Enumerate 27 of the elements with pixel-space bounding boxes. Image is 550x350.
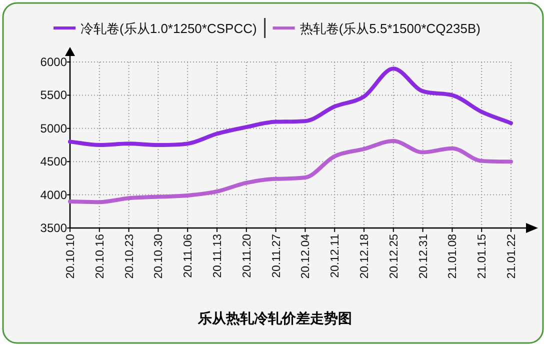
x-tick-label: 21.01.08 [447, 234, 460, 279]
text: 乐从热轧冷轧价差走势图 [197, 310, 352, 326]
x-tick-label: 20.11.27 [270, 234, 283, 278]
x-tick-label: 20.12.04 [300, 233, 312, 279]
x-tick-label: 21.01.15 [476, 234, 489, 279]
y-tick-label: 3500 [40, 221, 68, 235]
x-tick-label: 20.12.11 [330, 234, 342, 278]
x-tick-label: 20.11.06 [182, 234, 195, 278]
x-tick-label: 20.12.18 [359, 234, 371, 279]
y-tick-label: 5500 [40, 88, 68, 102]
y-tick-label: 4500 [40, 154, 68, 169]
y-tick-label: 6000 [40, 55, 68, 69]
legend-label: 冷轧卷(乐从1.0*1250*CSPCC) [80, 21, 257, 36]
x-tick-label: 20.10.30 [153, 234, 166, 279]
legend-label: 热轧卷(乐从5.5*1500*CQ235B) [300, 21, 480, 36]
x-tick-label: 20.12.25 [388, 234, 400, 279]
y-tick-label: 5000 [40, 121, 68, 136]
x-tick-label: 20.11.20 [241, 234, 254, 278]
line-series [68, 66, 513, 147]
x-tick-label: 20.12.31 [418, 234, 430, 279]
y-tick-label: 4000 [40, 188, 68, 202]
x-tick-label: 20.10.23 [124, 234, 136, 279]
x-tick-label: 20.11.13 [212, 234, 224, 278]
x-tick-label: 20.10.10 [65, 234, 77, 279]
x-tick-label: 20.10.16 [94, 234, 106, 279]
line-series [68, 139, 513, 204]
x-tick-label: 21.01.22 [506, 234, 518, 279]
